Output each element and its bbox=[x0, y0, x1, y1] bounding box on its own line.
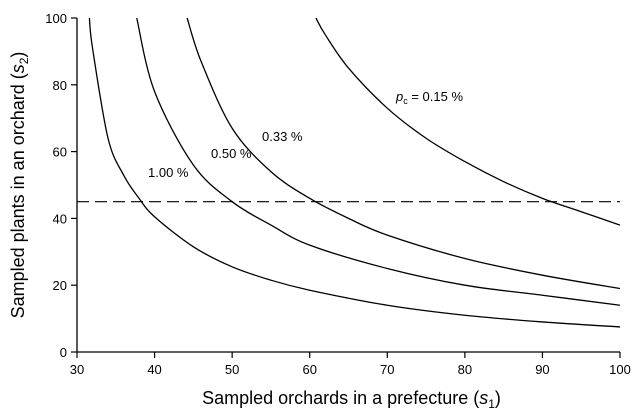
y-tick-label: 60 bbox=[53, 145, 67, 160]
x-axis-title: Sampled orchards in a prefecture (s1) bbox=[202, 388, 501, 411]
x-tick-label: 30 bbox=[70, 362, 84, 377]
ticks: 30 40 50 60 70 80 90 100 0 20 40 60 80 100 bbox=[45, 11, 631, 377]
series-label: pc = 0.15 % bbox=[395, 89, 463, 106]
x-tick-label: 60 bbox=[302, 362, 316, 377]
x-tick-label: 90 bbox=[535, 362, 549, 377]
x-tick-label: 80 bbox=[458, 362, 472, 377]
series-label: 0.33 % bbox=[262, 129, 303, 144]
y-tick-label: 40 bbox=[53, 211, 67, 226]
series-label: 1.00 % bbox=[148, 165, 189, 180]
x-tick-label: 70 bbox=[380, 362, 394, 377]
series-line bbox=[136, 17, 621, 306]
series-label: 0.50 % bbox=[211, 146, 252, 161]
y-tick-label: 100 bbox=[45, 11, 67, 26]
curve-labels: 1.00 % 0.50 % 0.33 % pc = 0.15 % bbox=[148, 89, 463, 180]
x-tick-label: 40 bbox=[147, 362, 161, 377]
y-axis-title: Sampled plants in an orchard (s2) bbox=[8, 52, 31, 319]
curves bbox=[88, 17, 621, 328]
series-line bbox=[186, 17, 621, 290]
x-tick-label: 100 bbox=[609, 362, 631, 377]
series-line bbox=[315, 17, 621, 226]
axes bbox=[76, 18, 620, 353]
x-tick-label: 50 bbox=[225, 362, 239, 377]
y-tick-label: 20 bbox=[53, 278, 67, 293]
series-line bbox=[88, 17, 621, 328]
y-tick-label: 0 bbox=[60, 345, 67, 360]
y-tick-label: 80 bbox=[53, 78, 67, 93]
